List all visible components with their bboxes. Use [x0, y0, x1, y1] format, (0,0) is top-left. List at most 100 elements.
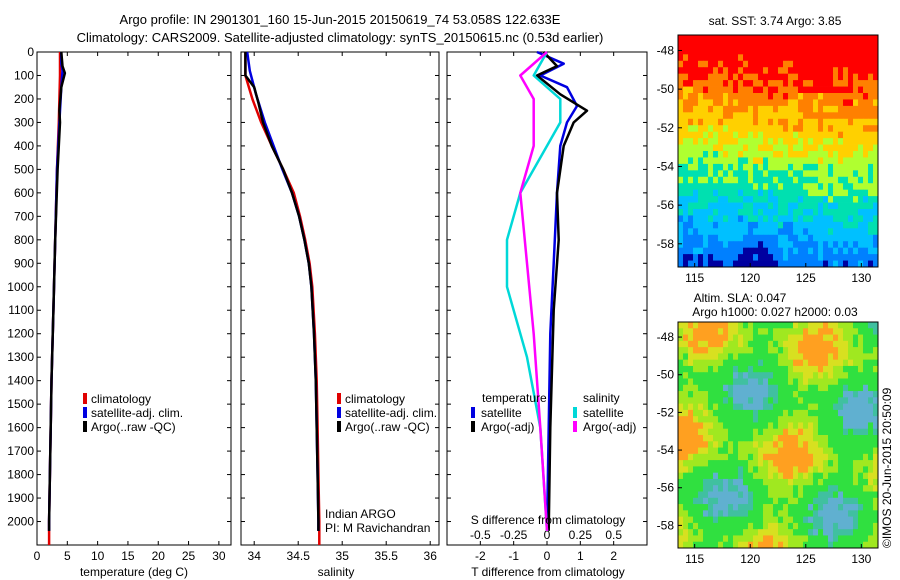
- map-cell: [863, 105, 869, 113]
- map-cell: [693, 209, 699, 216]
- map-cell: [713, 522, 719, 530]
- map-cell: [843, 472, 849, 480]
- map-cell: [873, 535, 879, 543]
- map-cell: [858, 151, 864, 158]
- map-cell: [853, 73, 859, 81]
- map-cell: [868, 472, 874, 480]
- map-cell: [698, 35, 704, 42]
- map-cell: [773, 138, 779, 145]
- map-cell: [783, 125, 789, 133]
- map-cell: [748, 131, 754, 139]
- map-cell: [813, 529, 819, 536]
- map-cell: [748, 183, 754, 191]
- series-temperature-satellite: [536, 50, 579, 531]
- map-cell: [743, 372, 749, 379]
- map-cell: [703, 47, 709, 55]
- map-cell: [858, 435, 864, 442]
- map-cell: [733, 372, 739, 379]
- map-cell: [828, 485, 834, 492]
- map-cell: [853, 409, 859, 417]
- map-cell: [693, 453, 699, 461]
- map-cell: [868, 378, 874, 386]
- map-cell: [743, 522, 749, 530]
- map-cell: [733, 334, 739, 342]
- map-cell: [853, 485, 859, 492]
- map-cell: [783, 112, 789, 120]
- map-cell: [783, 93, 789, 100]
- map-cell: [713, 60, 719, 68]
- map-cell: [743, 157, 749, 165]
- map-cell: [758, 510, 764, 518]
- map-cell: [848, 35, 854, 42]
- map-cell: [688, 105, 694, 113]
- map-cell: [838, 522, 844, 530]
- map-cell: [733, 254, 739, 261]
- map-cell: [863, 209, 869, 216]
- map-cell: [688, 460, 694, 467]
- series-salinity-argo-adj-: [519, 51, 549, 531]
- map-cell: [683, 409, 689, 417]
- map-cell: [808, 460, 814, 467]
- map-cell: [678, 541, 684, 549]
- map-cell: [753, 397, 759, 405]
- map-cell: [793, 403, 799, 411]
- map-cell: [848, 170, 854, 178]
- map-cell: [718, 157, 724, 165]
- map-cell: [768, 522, 774, 530]
- map-cell: [718, 359, 724, 367]
- map-cell: [708, 73, 714, 81]
- map-cell: [733, 118, 739, 126]
- map-cell: [828, 334, 834, 342]
- map-cell: [808, 359, 814, 367]
- map-cell: [868, 125, 874, 133]
- map-cell: [733, 504, 739, 511]
- map-cell: [743, 247, 749, 255]
- map-cell: [783, 86, 789, 94]
- map-cell: [758, 176, 764, 184]
- map-cell: [683, 504, 689, 511]
- map-cell: [733, 510, 739, 518]
- map-cell: [778, 522, 784, 530]
- map-cell: [798, 541, 804, 549]
- map-cell: [733, 497, 739, 505]
- map-cell: [773, 260, 779, 268]
- map-cell: [783, 378, 789, 386]
- map-cell: [713, 105, 719, 113]
- map-cell: [738, 189, 744, 197]
- map-cell: [683, 254, 689, 261]
- map-cell: [848, 422, 854, 430]
- map-cell: [683, 189, 689, 197]
- map-cell: [728, 340, 734, 348]
- legend-title-salinity: salinity: [583, 391, 620, 405]
- map-cell: [768, 93, 774, 100]
- map-cell: [748, 441, 754, 448]
- map-cell: [713, 322, 719, 329]
- map-cell: [848, 73, 854, 81]
- map-cell: [783, 334, 789, 342]
- map-cell: [783, 234, 789, 242]
- map-cell: [723, 428, 729, 436]
- map-cell: [798, 93, 804, 100]
- map-cell: [683, 510, 689, 518]
- map-cell: [773, 441, 779, 448]
- map-cell: [778, 491, 784, 499]
- map-cell: [688, 196, 694, 203]
- map-cell: [843, 247, 849, 255]
- map-cell: [768, 478, 774, 486]
- map-cell: [773, 522, 779, 530]
- map-cell: [873, 353, 879, 361]
- map-cell: [788, 428, 794, 436]
- map-cell: [823, 535, 829, 543]
- map-cell: [803, 163, 809, 171]
- map-cell: [813, 86, 819, 94]
- map-cell: [713, 118, 719, 126]
- map-cell: [683, 228, 689, 236]
- map-cell: [753, 125, 759, 133]
- map-cell: [708, 247, 714, 255]
- map-cell: [858, 125, 864, 133]
- map-cell: [843, 54, 849, 62]
- map-cell: [853, 522, 859, 530]
- map-cell: [723, 73, 729, 81]
- map-cell: [763, 516, 769, 524]
- map-cell: [728, 215, 734, 223]
